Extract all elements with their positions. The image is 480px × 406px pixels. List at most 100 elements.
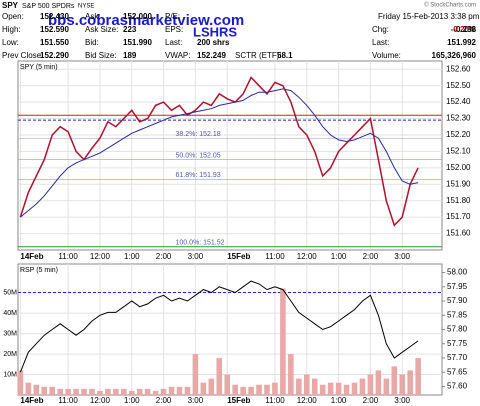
- field-value: 223: [123, 25, 137, 34]
- field-label: Low:: [2, 38, 19, 47]
- y2-tick-label: 57.65: [447, 367, 468, 376]
- volume-bar: [33, 384, 40, 395]
- volume-bar: [97, 390, 103, 395]
- y2-tick-label: 57.60: [447, 382, 468, 391]
- y-tick-label: 151.60: [446, 229, 471, 238]
- field-label: Bid Size:: [85, 51, 117, 60]
- volume-bar: [280, 288, 286, 395]
- field-label: Ask:: [85, 12, 101, 21]
- volume-bar: [232, 384, 238, 395]
- fib-label: 100.0%: 151.52: [176, 240, 225, 247]
- y-tick-label: 152.20: [446, 130, 471, 139]
- volume-bar: [343, 384, 350, 395]
- y2-tick-label: 58.00: [447, 268, 468, 277]
- volume-bar: [81, 388, 87, 395]
- x-tick-label: 1:00: [331, 252, 347, 261]
- symbol: SPY: [2, 1, 19, 10]
- x-tick-label: 1:00: [124, 252, 140, 261]
- x-tick-label: 3:00: [188, 252, 204, 261]
- y-tick-label: 10M: [3, 371, 17, 378]
- x-tick-label: 2:00: [363, 396, 379, 405]
- volume-bar: [335, 382, 342, 395]
- field-label: Volume:: [372, 51, 401, 60]
- y-tick-label: 152.40: [446, 97, 471, 106]
- plot-area: [17, 60, 443, 251]
- volume-bar: [383, 378, 390, 395]
- field-label: Open:: [2, 12, 24, 21]
- volume-bar: [264, 384, 270, 395]
- x-tick-label: 2:00: [156, 252, 172, 261]
- y-tick-label: 152.00: [446, 163, 471, 172]
- volume-bar: [41, 386, 48, 395]
- volume-bar: [359, 378, 366, 395]
- field-label: EPS:: [165, 25, 183, 34]
- volume-bar: [327, 382, 334, 395]
- volume-bar: [192, 354, 199, 395]
- panel-title: SPY (5 min): [20, 64, 58, 71]
- volume-bar: [128, 390, 135, 395]
- security-name: S&P 500 SPDRs: [22, 3, 75, 10]
- exchange: NYSE: [78, 4, 94, 10]
- x-tick-label: 12:00: [90, 252, 111, 261]
- field-label: High:: [2, 25, 21, 34]
- field-value: 152.290: [40, 51, 69, 60]
- volume-bar: [152, 390, 159, 395]
- x-tick-label: 15Feb: [227, 252, 250, 261]
- volume-bar: [73, 388, 79, 395]
- y-tick-label: 40M: [3, 310, 17, 317]
- x-tick-label: 1:00: [331, 396, 347, 405]
- credit: © StockCharts.com: [424, 2, 476, 9]
- field-label: VWAP:: [165, 51, 190, 60]
- field-value: 151.550: [40, 38, 69, 47]
- field-value: 152.000: [123, 12, 152, 21]
- field-label: SCTR (ETF):: [235, 51, 282, 60]
- panel-title: RSP (5 min): [20, 267, 58, 274]
- x-tick-label: 3:00: [394, 252, 410, 261]
- volume-bar: [256, 384, 262, 395]
- volume-bar: [200, 382, 207, 395]
- field-label: P/E:: [165, 12, 180, 21]
- x-tick-label: 11:00: [58, 252, 78, 261]
- y2-tick-label: 57.80: [447, 325, 468, 334]
- watermark: bbs.cobrasmarketview.com: [48, 12, 244, 29]
- x-tick-label: 3:00: [188, 396, 204, 405]
- volume-bar: [49, 386, 55, 395]
- volume-bar: [224, 374, 230, 395]
- x-tick-label: 12:00: [90, 396, 111, 405]
- volume-bar: [303, 374, 310, 395]
- volume-bar: [25, 382, 32, 395]
- x-tick-label: 2:00: [156, 396, 172, 405]
- x-tick-label: 1:00: [124, 396, 140, 405]
- volume-bar: [415, 358, 421, 395]
- field-value: -0.298: [453, 25, 476, 34]
- y-tick-label: 152.50: [446, 81, 471, 90]
- fib-label: 50.0%: 152.05: [176, 152, 221, 159]
- y-tick-label: 151.70: [446, 212, 471, 221]
- volume-bar: [399, 374, 406, 395]
- series-line: [20, 88, 419, 218]
- volume-bar: [105, 388, 111, 395]
- y-tick-label: 152.10: [446, 147, 471, 156]
- y-tick-label: 50M: [3, 290, 17, 297]
- x-tick-label: 3:00: [394, 396, 410, 405]
- x-tick-label: 12:00: [297, 396, 318, 405]
- volume-bar: [136, 388, 143, 395]
- series-line: [19, 280, 419, 373]
- field-value: 189: [123, 51, 137, 60]
- y2-tick-label: 57.75: [447, 339, 468, 348]
- field-value: 151.990: [123, 38, 152, 47]
- field-label: Prev Close:: [2, 51, 43, 60]
- field-value: 165,326,960: [432, 51, 477, 60]
- volume-bar: [144, 388, 151, 395]
- volume-bar: [176, 386, 183, 395]
- y-tick-label: 151.90: [446, 179, 471, 188]
- x-tick-label: 11:00: [58, 396, 78, 405]
- y-tick-label: 152.30: [446, 114, 471, 123]
- volume-bar: [168, 386, 175, 395]
- volume-bar: [57, 388, 63, 395]
- x-tick-label: 15Feb: [227, 396, 250, 405]
- date: Friday 15-Feb-2013 3:38 pm: [378, 12, 480, 21]
- tag: LSHRS: [193, 24, 237, 39]
- field-label: Last:: [372, 38, 389, 47]
- y2-tick-label: 57.70: [447, 353, 468, 362]
